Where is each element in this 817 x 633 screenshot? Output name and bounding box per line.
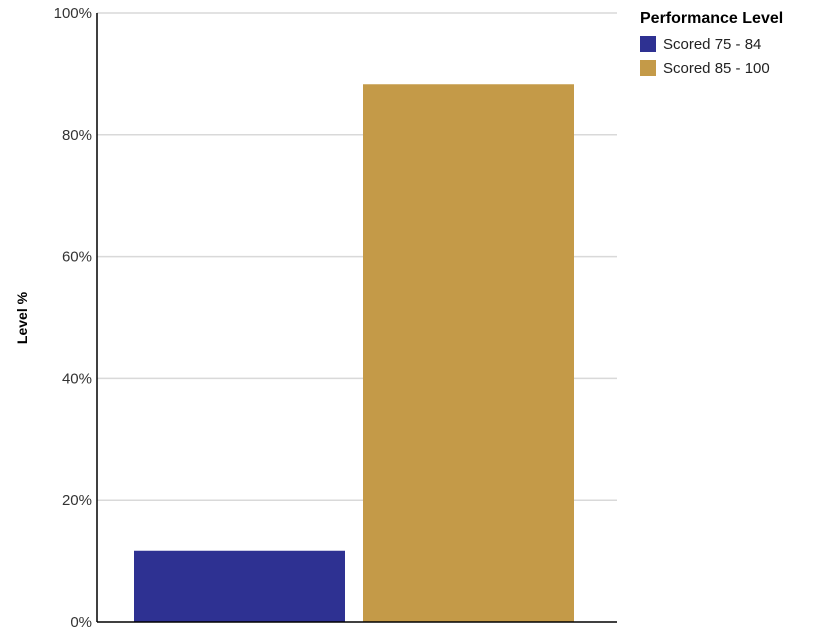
legend: Performance Level Scored 75 - 84 Scored … bbox=[640, 10, 783, 80]
y-tick-label: 40% bbox=[62, 370, 92, 387]
y-tick-label: 80% bbox=[62, 127, 92, 144]
bars bbox=[134, 84, 574, 623]
y-tick-label: 20% bbox=[62, 492, 92, 509]
y-tick-label: 0% bbox=[70, 614, 92, 631]
legend-swatch-2 bbox=[640, 60, 656, 76]
legend-item-1: Scored 75 - 84 bbox=[640, 32, 783, 56]
bar-2 bbox=[363, 84, 574, 623]
bar-1 bbox=[134, 550, 345, 622]
legend-title: Performance Level bbox=[640, 10, 784, 27]
y-tick-label: 100% bbox=[54, 5, 92, 22]
legend-swatch-1 bbox=[640, 36, 656, 52]
y-axis-title: Level % bbox=[14, 291, 30, 344]
legend-label-2: Scored 85 - 100 bbox=[663, 59, 770, 77]
legend-item-2: Scored 85 - 100 bbox=[640, 56, 783, 80]
y-axis-ticks: 0% 20% 40% 60% 80% 100% bbox=[54, 5, 92, 631]
legend-label-1: Scored 75 - 84 bbox=[663, 35, 762, 53]
y-tick-label: 60% bbox=[62, 249, 92, 266]
